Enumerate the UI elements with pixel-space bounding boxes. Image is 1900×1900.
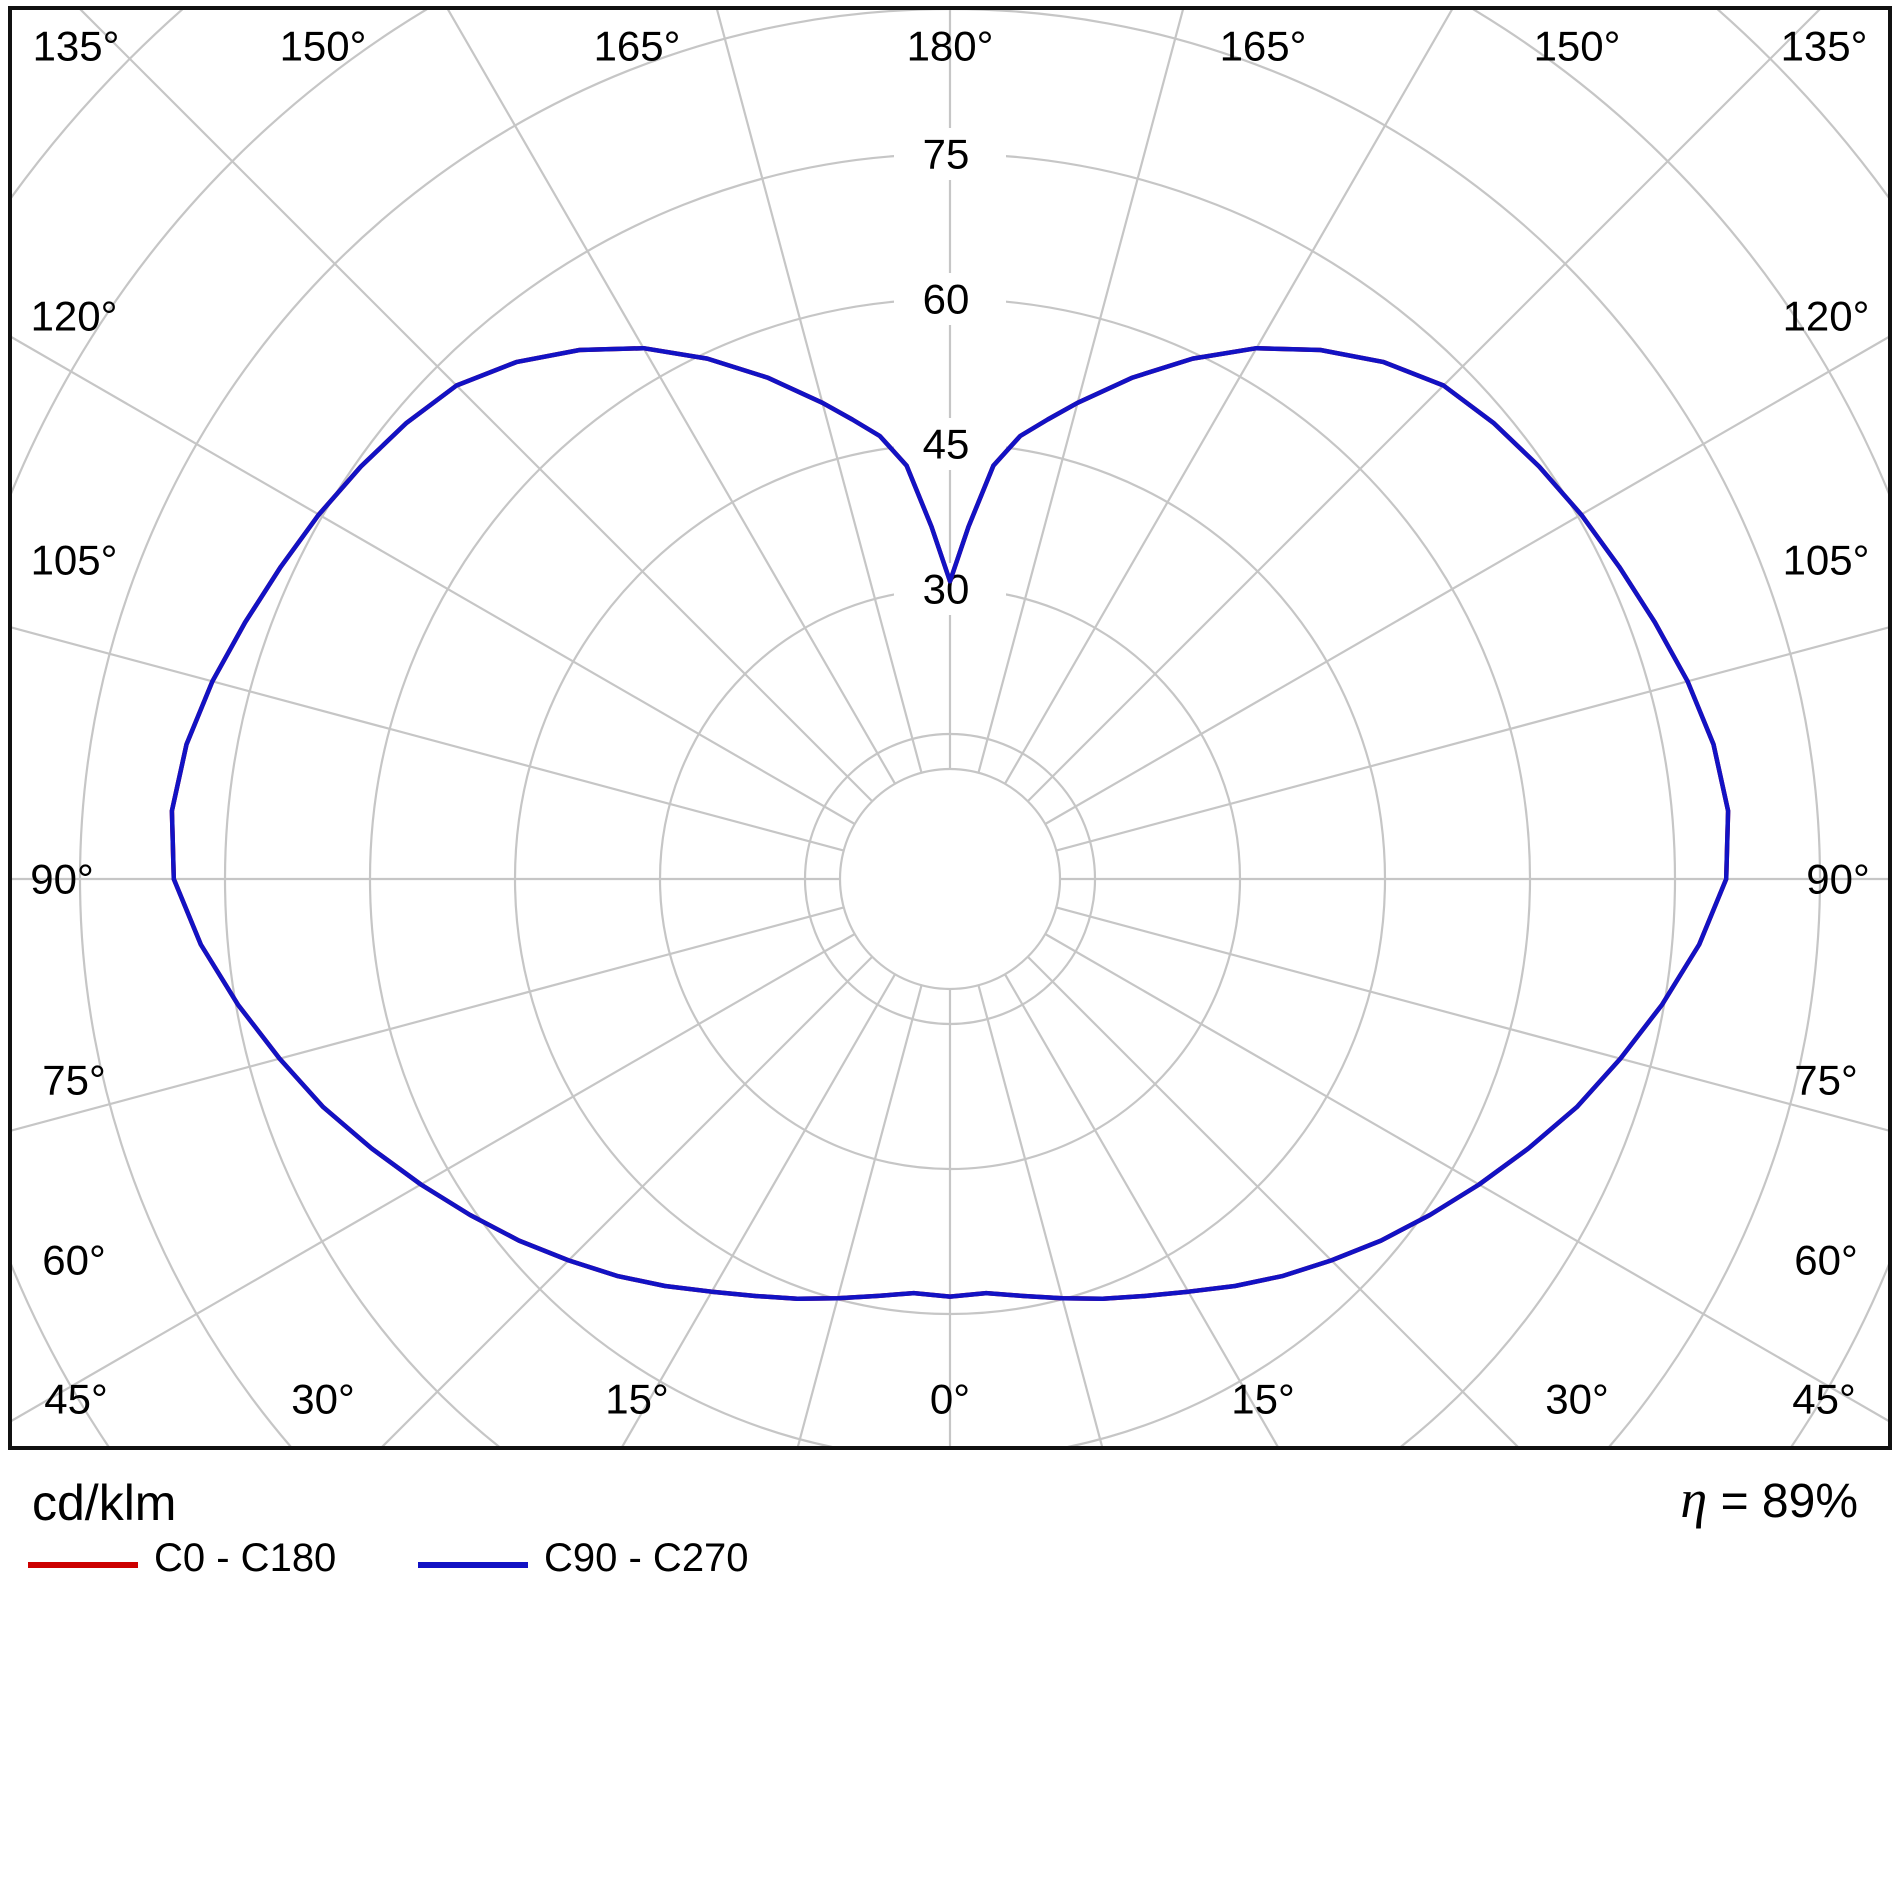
radial-tick-label: 75: [923, 131, 970, 178]
eta-symbol: η: [1680, 1469, 1708, 1529]
plot-border: [8, 6, 1892, 1450]
angle-label: 180°: [907, 23, 994, 70]
angle-label: 75°: [42, 1057, 106, 1104]
angle-label: 0°: [930, 1376, 970, 1423]
angle-label: 30°: [291, 1376, 355, 1423]
angle-label: 45°: [1792, 1376, 1856, 1423]
unit-label: cd/klm: [32, 1475, 177, 1531]
angle-label: 45°: [44, 1376, 108, 1423]
angle-label: 165°: [1220, 23, 1307, 70]
angle-label: 15°: [605, 1376, 669, 1423]
angle-label: 135°: [33, 23, 120, 70]
angle-label: 60°: [42, 1237, 106, 1284]
angle-label: 90°: [1806, 856, 1870, 903]
angle-label: 135°: [1781, 23, 1868, 70]
angle-label: 150°: [280, 23, 367, 70]
radial-tick-label: 60: [923, 276, 970, 323]
angle-label: 105°: [31, 537, 118, 584]
angle-label: 60°: [1794, 1237, 1858, 1284]
angle-labels: 180° 165° 165° 150° 150° 135° 135° 120° 120° 105°…: [30, 23, 1870, 1423]
efficiency-value: η = 89%: [1680, 1468, 1858, 1530]
angle-label: 150°: [1534, 23, 1621, 70]
angle-label: 30°: [1545, 1376, 1609, 1423]
angle-label: 15°: [1231, 1376, 1295, 1423]
legend: C0 - C180 C90 - C270: [0, 1536, 1900, 1596]
radial-tick-label: 45: [923, 421, 970, 468]
angle-label: 165°: [594, 23, 681, 70]
angle-label: 120°: [1783, 293, 1870, 340]
c90-c270-legend-swatch: [418, 1562, 528, 1568]
angle-label: 90°: [30, 856, 94, 903]
angle-label: 75°: [1794, 1057, 1858, 1104]
c0-c180-legend-label: C0 - C180: [154, 1536, 337, 1580]
c0-c180-legend-swatch: [28, 1562, 138, 1568]
eta-text: = 89%: [1720, 1475, 1858, 1528]
angle-label: 105°: [1783, 537, 1870, 584]
angle-label: 120°: [31, 293, 118, 340]
c90-c270-legend-label: C90 - C270: [544, 1536, 749, 1580]
c90-c270-curve: [169, 345, 1731, 1301]
